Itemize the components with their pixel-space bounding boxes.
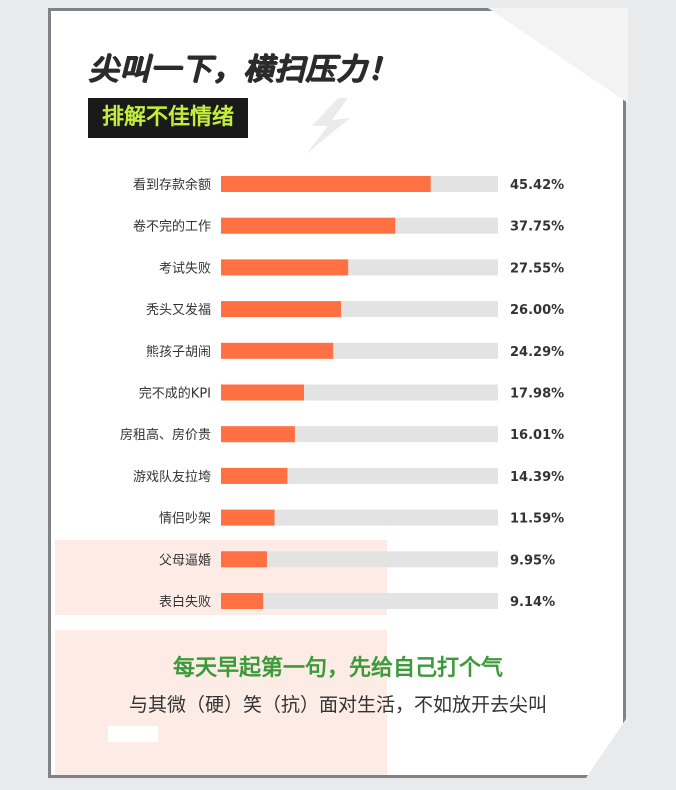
bar <box>221 467 288 484</box>
value-label: 24.29% <box>510 345 564 360</box>
bar <box>221 551 267 568</box>
value-label: 9.95% <box>510 553 555 568</box>
category-label: 秃头又发福 <box>146 302 211 318</box>
value-label: 9.14% <box>510 595 555 610</box>
bar <box>221 301 342 318</box>
bar <box>221 593 264 609</box>
category-label: 情侣吵架 <box>159 511 211 527</box>
paper-corner-decoration <box>488 8 628 103</box>
bar <box>221 342 334 359</box>
bar-track <box>221 509 498 526</box>
white-tab-decoration <box>108 726 158 742</box>
value-label: 11.59% <box>510 512 564 527</box>
category-label: 考试失败 <box>159 261 211 276</box>
bar-track <box>221 593 498 609</box>
category-label: 游戏队友拉垮 <box>133 469 211 485</box>
peach-background-block-lower <box>55 630 387 775</box>
section-badge: 排解不佳情绪 <box>88 98 249 138</box>
category-label: 父母逼婚 <box>159 553 211 568</box>
category-label: 熊孩子胡闹 <box>146 344 211 360</box>
value-label: 17.98% <box>510 387 564 402</box>
value-label: 16.01% <box>510 428 564 443</box>
category-label: 卷不完的工作 <box>133 219 211 235</box>
bar-track <box>221 551 498 568</box>
category-label: 房租高、房价贵 <box>120 427 211 443</box>
category-label: 看到存款余额 <box>133 177 211 193</box>
bar <box>221 509 275 526</box>
bar <box>221 217 396 234</box>
value-label: 37.75% <box>510 220 564 235</box>
bar-track <box>221 467 498 484</box>
page-fold-decoration <box>586 716 628 778</box>
footer-subline: 与其微（硬）笑（抗）面对生活，不如放开去尖叫 <box>128 694 547 716</box>
bar <box>221 426 295 443</box>
bar <box>221 259 349 276</box>
category-label: 表白失败 <box>159 594 211 610</box>
footer-headline: 每天早起第一句，先给自己打个气 <box>172 656 503 681</box>
lightning-icon <box>306 98 350 154</box>
bar <box>221 176 431 192</box>
value-label: 26.00% <box>510 303 564 318</box>
value-label: 27.55% <box>510 261 564 276</box>
value-label: 14.39% <box>510 470 564 485</box>
value-label: 45.42% <box>510 178 564 193</box>
category-label: 完不成的KPI <box>139 386 211 402</box>
bar <box>221 384 305 401</box>
page-title: 尖叫一下，横扫压力！ <box>88 52 398 87</box>
